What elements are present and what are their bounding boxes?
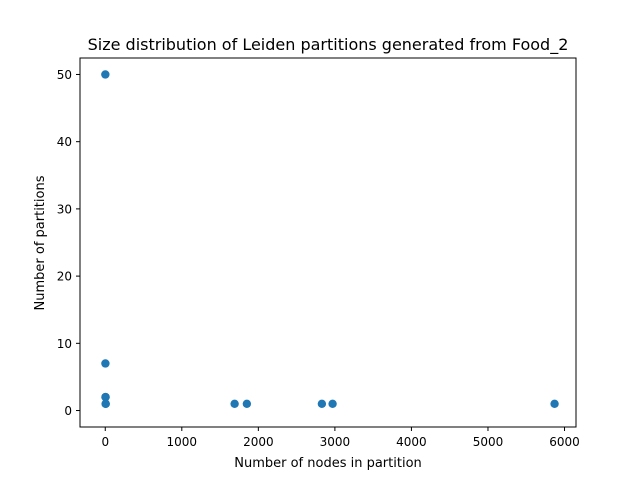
y-tick-label: 10: [57, 337, 72, 351]
axes-frame: [79, 57, 577, 428]
data-point: [242, 399, 252, 409]
x-tick-label: 0: [101, 435, 109, 449]
data-point: [328, 399, 337, 409]
chart-title: Size distribution of Leiden partitions g…: [88, 35, 569, 55]
y-tick-label: 30: [57, 202, 72, 216]
x-tick-label: 2000: [243, 435, 274, 449]
data-point: [230, 399, 239, 409]
y-axis-label: Number of partitions: [33, 175, 48, 310]
data-point: [101, 392, 110, 402]
x-tick-label: 3000: [320, 435, 351, 449]
plot-area: 0 1000 2000 3000 4000 5000 6000 0 10 20 30 40 50: [57, 57, 580, 449]
data-point: [101, 359, 110, 368]
y-tick-label: 0: [64, 404, 72, 418]
data-point: [550, 399, 559, 409]
data-point: [101, 399, 110, 409]
x-tick-label: 6000: [549, 435, 580, 449]
x-tick-label: 1000: [167, 435, 198, 449]
x-tick-label: 5000: [473, 435, 504, 449]
x-axis-label: Number of nodes in partition: [234, 456, 422, 471]
data-point: [101, 70, 110, 79]
y-tick-label: 20: [57, 270, 72, 284]
data-point: [317, 399, 327, 409]
y-tick-label: 40: [57, 135, 72, 149]
y-tick-label: 50: [57, 68, 72, 82]
x-tick-label: 4000: [396, 435, 427, 449]
